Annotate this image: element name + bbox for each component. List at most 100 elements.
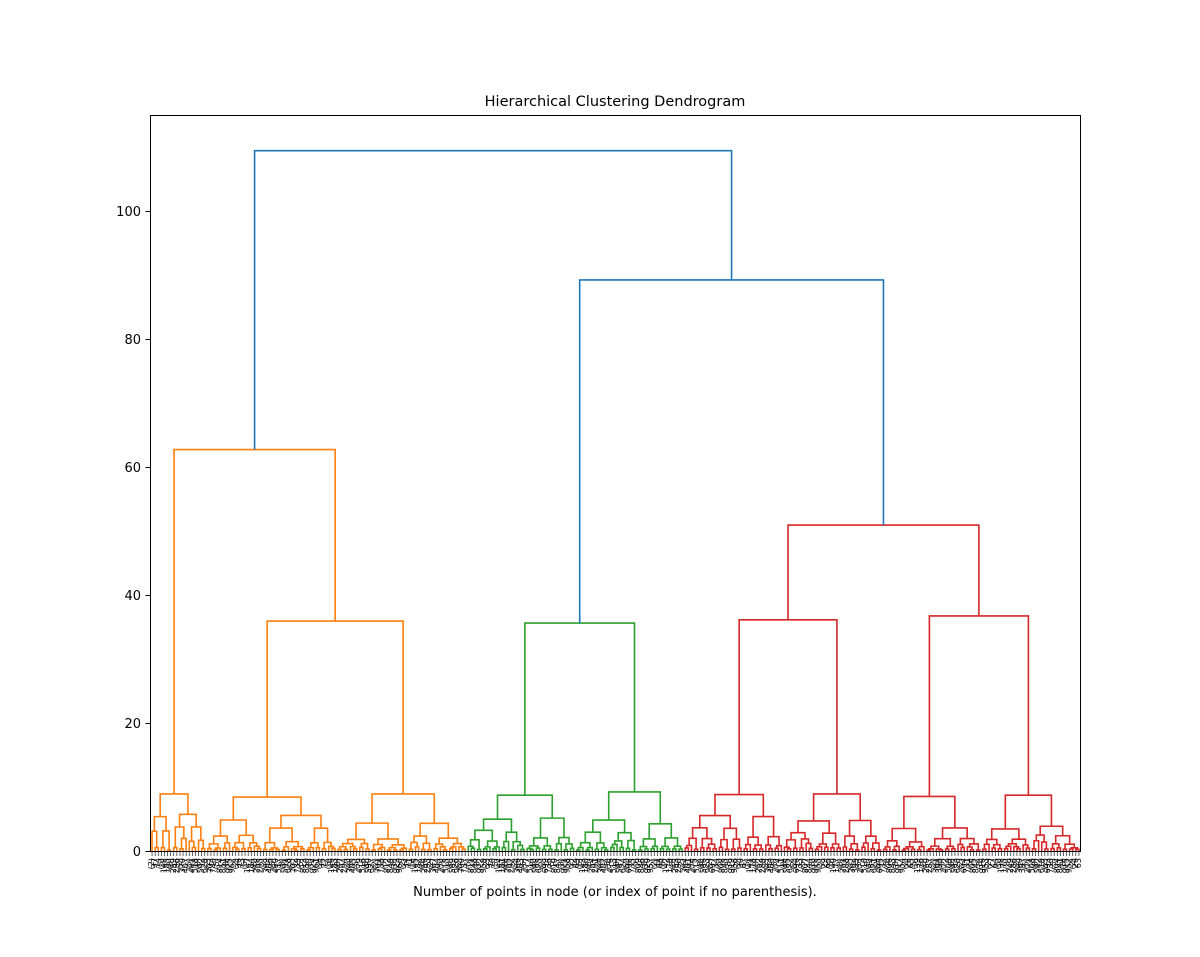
y-tick-label: 40: [124, 589, 141, 604]
dendrogram-link: [377, 847, 383, 852]
leaf-tick-label: 177: [832, 858, 841, 873]
leaf-tick-label: 366: [513, 858, 522, 873]
leaf-tick-label: 804: [1052, 858, 1061, 873]
leaf-tick-label: 694: [959, 858, 968, 873]
y-tick-label: 80: [124, 333, 141, 348]
leaf-tick-label: 957: [646, 858, 655, 873]
leaf-tick-label: 254: [587, 858, 596, 873]
leaf-tick-label: (5): [268, 858, 277, 869]
leaf-tick-label: 185: [163, 858, 172, 873]
dendrogram-link: [969, 848, 975, 852]
leaf-tick-label: 627: [367, 858, 376, 873]
leaf-tick-label: 511: [776, 858, 785, 873]
leaf-tick-label: 693: [1043, 858, 1052, 873]
dendrogram-link: [238, 834, 254, 843]
leaf-tick-label: 808: [717, 858, 726, 873]
dendrogram-link: [474, 829, 494, 842]
dendrogram-link: [399, 848, 404, 852]
leaf-tick-label: 583: [950, 858, 959, 873]
leaf-tick-label: (2): [510, 858, 519, 869]
leaf-tick-label: 250: [922, 858, 931, 873]
leaf-tick-label: 476: [606, 858, 615, 873]
dendrogram-link: [754, 844, 762, 850]
leaf-tick-label: (2): [538, 858, 547, 869]
dendrogram-link: [512, 840, 521, 850]
leaf-tick-label: (8): [975, 858, 984, 869]
leaf-tick-label: 739: [293, 858, 302, 873]
dendrogram-link: [805, 842, 812, 852]
leaf-tick-label: 592: [197, 858, 206, 873]
dendrogram-link: [698, 814, 731, 829]
dendrogram-link: [510, 848, 516, 852]
leaf-tick-label: 249: [1006, 858, 1015, 873]
leaf-tick-label: 292: [507, 858, 516, 873]
leaf-tick-label: (5): [686, 858, 695, 869]
dendrogram-link: [413, 835, 428, 844]
leaf-tick-label: 479: [355, 858, 364, 873]
leaf-tick-label: (5): [324, 858, 333, 869]
leaf-tick-label: 813: [299, 858, 308, 873]
leaf-tick-label: 959: [479, 858, 488, 873]
leaf-tick-label: 737: [460, 858, 469, 873]
leaf-tick-label: (5): [659, 858, 668, 869]
leaf-tick-label: 845: [721, 858, 730, 873]
dendrogram-link: [870, 847, 876, 852]
leaf-tick-label: 849: [386, 858, 395, 873]
leaf-tick-label: 406: [265, 858, 274, 873]
leaf-tick-label: 582: [1034, 858, 1043, 873]
leaf-tick-label: (2): [621, 858, 630, 869]
dendrogram-link: [850, 842, 859, 850]
leaf-tick-label: 481: [187, 858, 196, 873]
leaf-tick-label: 952: [1065, 858, 1074, 873]
leaf-tick-label: (2): [817, 858, 826, 869]
leaf-tick-label: 809: [634, 858, 643, 873]
dendrogram-link: [774, 847, 780, 852]
leaf-tick-label: 362: [848, 858, 857, 873]
leaf-tick-label: 514: [525, 858, 534, 873]
dendrogram-link: [388, 846, 397, 851]
leaf-tick-label: 37: [150, 858, 159, 868]
dendrogram-link: [541, 848, 547, 852]
leaf-tick-label: 68: [655, 858, 664, 868]
dendrogram-link: [280, 814, 322, 829]
leaf-tick-label: 293: [423, 858, 432, 873]
leaf-tick-label: (2): [649, 858, 658, 869]
leaf-tick-label: (2): [370, 858, 379, 869]
leaf-tick-label: (2): [928, 858, 937, 869]
dendrogram-link: [712, 847, 718, 852]
leaf-tick-label: 175: [1000, 858, 1009, 873]
leaf-tick-label: 63: [1074, 858, 1083, 868]
dendrogram-link: [247, 846, 253, 852]
dendrogram-link: [831, 843, 840, 848]
y-tick-label: 20: [124, 717, 141, 732]
leaf-tick-label: 255: [504, 858, 513, 873]
leaf-tick-label: (2): [789, 858, 798, 869]
leaf-tick-label: 841: [1055, 858, 1064, 873]
dendrogram-link: [927, 848, 935, 852]
leaf-tick-label: (5): [212, 858, 221, 869]
dendrogram-link: [650, 847, 656, 852]
leaf-tick-label: (8): [835, 858, 844, 869]
dendrogram-link: [200, 847, 206, 852]
leaf-tick-label: 586: [699, 858, 708, 873]
leaf-tick-label: 399: [851, 858, 860, 873]
dendrogram-link: [448, 847, 454, 852]
leaf-tick-label: 176: [916, 858, 925, 873]
leaf-tick-label: 847: [553, 858, 562, 873]
leaf-tick-label: 510: [860, 858, 869, 873]
dendrogram-link: [617, 831, 632, 841]
leaf-tick-label: 370: [178, 858, 187, 873]
dendrogram-link: [231, 846, 239, 852]
dendrogram-link: [611, 843, 618, 852]
dendrogram-link: [992, 843, 1001, 849]
leaf-tick-label: 360: [1015, 858, 1024, 873]
leaf-tick-label: (5): [547, 858, 556, 869]
leaf-tick-label: 590: [364, 858, 373, 873]
leaf-tick-label: 365: [597, 858, 606, 873]
leaf-tick-label: 626: [451, 858, 460, 873]
leaf-tick-label: 923: [392, 858, 401, 873]
dendrogram-link: [343, 848, 349, 852]
leaf-tick-label: (8): [919, 858, 928, 869]
leaf-tick-label: 623: [702, 858, 711, 873]
leaf-tick-label: (8): [947, 858, 956, 869]
